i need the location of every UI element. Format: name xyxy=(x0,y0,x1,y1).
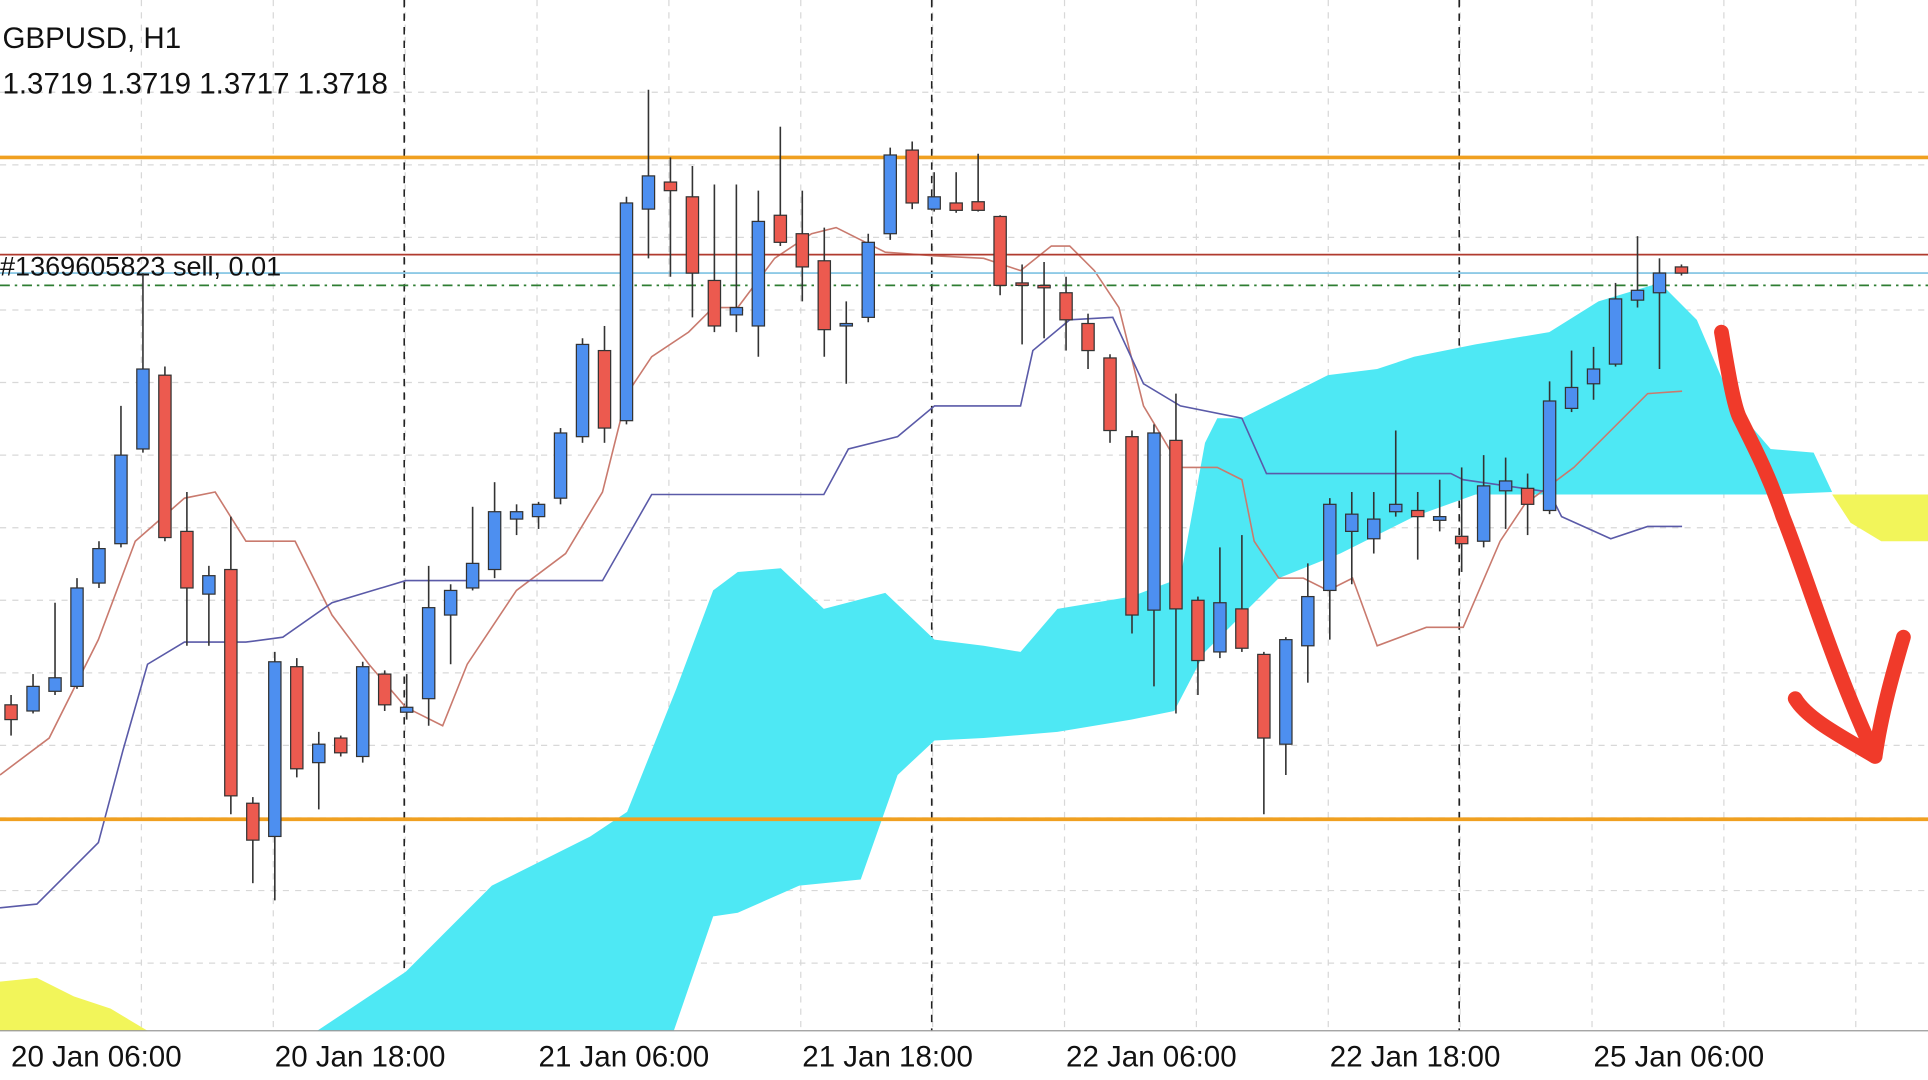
candle-body xyxy=(817,260,832,331)
candle-body xyxy=(553,432,568,499)
x-tick-label: 21 Jan 18:00 xyxy=(802,1040,973,1073)
candle-body xyxy=(1345,513,1359,533)
candle-body xyxy=(1432,516,1447,521)
x-axis: 20 Jan 06:00 20 Jan 18:00 21 Jan 06:00 21 J… xyxy=(11,1040,1764,1073)
candle-body xyxy=(180,530,194,589)
candle-body xyxy=(1652,272,1667,294)
grid xyxy=(0,0,1928,1031)
candle-body xyxy=(1015,282,1029,286)
candle-body xyxy=(26,685,40,712)
candle-body xyxy=(421,607,436,700)
candle-body xyxy=(443,589,458,616)
candle-body xyxy=(795,233,810,268)
candle-body xyxy=(290,666,304,770)
candle-body xyxy=(883,154,897,235)
candle-body xyxy=(531,503,546,518)
candle-body xyxy=(246,802,260,841)
candle-body xyxy=(1388,503,1403,513)
candle-body xyxy=(268,661,282,838)
candle-body xyxy=(202,575,216,595)
candle-body xyxy=(1235,608,1249,649)
candle-body xyxy=(1630,289,1645,301)
levels: #1369605823 sell, 0.01 xyxy=(0,155,1928,822)
x-tick-label: 22 Jan 18:00 xyxy=(1330,1040,1501,1073)
candle-body xyxy=(92,547,106,584)
indicator-line xyxy=(0,316,1683,909)
candle-body xyxy=(1103,357,1117,432)
candle-body xyxy=(1498,480,1513,492)
x-tick-label: 20 Jan 06:00 xyxy=(11,1040,182,1073)
candle-body xyxy=(1476,485,1491,542)
candle-body xyxy=(949,202,963,211)
candle-body xyxy=(1059,292,1073,321)
candles xyxy=(4,89,1689,901)
candle-body xyxy=(993,215,1007,286)
candle-body xyxy=(575,343,590,438)
candle-body xyxy=(158,374,172,539)
candle-body xyxy=(1037,284,1051,289)
candle-body xyxy=(136,368,150,450)
hand-drawn-arrow xyxy=(1714,324,1911,764)
candle-body xyxy=(333,737,348,754)
cloud-bear xyxy=(1832,494,1928,542)
candle-body xyxy=(355,666,370,758)
candle-body xyxy=(971,201,985,211)
x-tick-label: 22 Jan 06:00 xyxy=(1066,1040,1237,1073)
candle-body xyxy=(597,349,612,429)
candle-body xyxy=(641,175,656,210)
x-tick-label: 25 Jan 06:00 xyxy=(1594,1040,1765,1073)
candle-body xyxy=(729,306,744,316)
candle-body xyxy=(1410,509,1425,518)
x-tick-label: 21 Jan 06:00 xyxy=(539,1040,710,1073)
candle-body xyxy=(487,511,502,571)
candle-body xyxy=(1213,602,1227,653)
candle-body xyxy=(861,241,876,318)
candle-body xyxy=(1366,518,1381,540)
candle-body xyxy=(1191,599,1205,662)
candle-body xyxy=(1323,503,1337,592)
candle-body xyxy=(1586,368,1601,385)
symbol-title: GBPUSD, H1 xyxy=(2,22,181,55)
cloud-bear xyxy=(0,977,148,1031)
candle-body xyxy=(224,568,238,797)
candle-body xyxy=(619,202,634,422)
candle-body xyxy=(114,454,128,545)
candle-body xyxy=(1564,386,1579,409)
candle-body xyxy=(905,149,919,204)
candle-body xyxy=(1520,487,1535,505)
candle-body xyxy=(509,511,524,520)
candle-body xyxy=(1147,432,1161,611)
candle-body xyxy=(465,562,480,589)
candle-body xyxy=(377,673,392,706)
cloud xyxy=(317,282,1833,1031)
candle-body xyxy=(927,196,941,210)
candle-body xyxy=(839,322,854,327)
candle-body xyxy=(1674,266,1689,274)
candle-body xyxy=(1608,298,1623,365)
candle-body xyxy=(70,587,84,687)
candle-body xyxy=(4,704,18,721)
quote: 1.3719 1.3719 1.3717 1.3718 xyxy=(2,67,387,100)
order-label: #1369605823 sell, 0.01 xyxy=(0,252,281,282)
candle-body xyxy=(1169,439,1183,610)
candle-body xyxy=(751,220,766,327)
candle-body xyxy=(1081,322,1095,352)
candle-body xyxy=(1542,400,1557,512)
candle-body xyxy=(1454,535,1469,545)
candle-body xyxy=(1125,436,1139,616)
candle-body xyxy=(707,279,722,327)
candle-body xyxy=(685,196,700,274)
x-tick-label: 20 Jan 18:00 xyxy=(275,1040,446,1073)
candle-body xyxy=(663,181,678,192)
candle-body xyxy=(312,743,326,764)
candle-body xyxy=(773,214,788,243)
candle-body xyxy=(1301,595,1315,647)
candle-body xyxy=(48,677,62,692)
candle-body xyxy=(1279,639,1293,745)
candle-body xyxy=(399,706,414,713)
candle-body xyxy=(1257,653,1271,739)
